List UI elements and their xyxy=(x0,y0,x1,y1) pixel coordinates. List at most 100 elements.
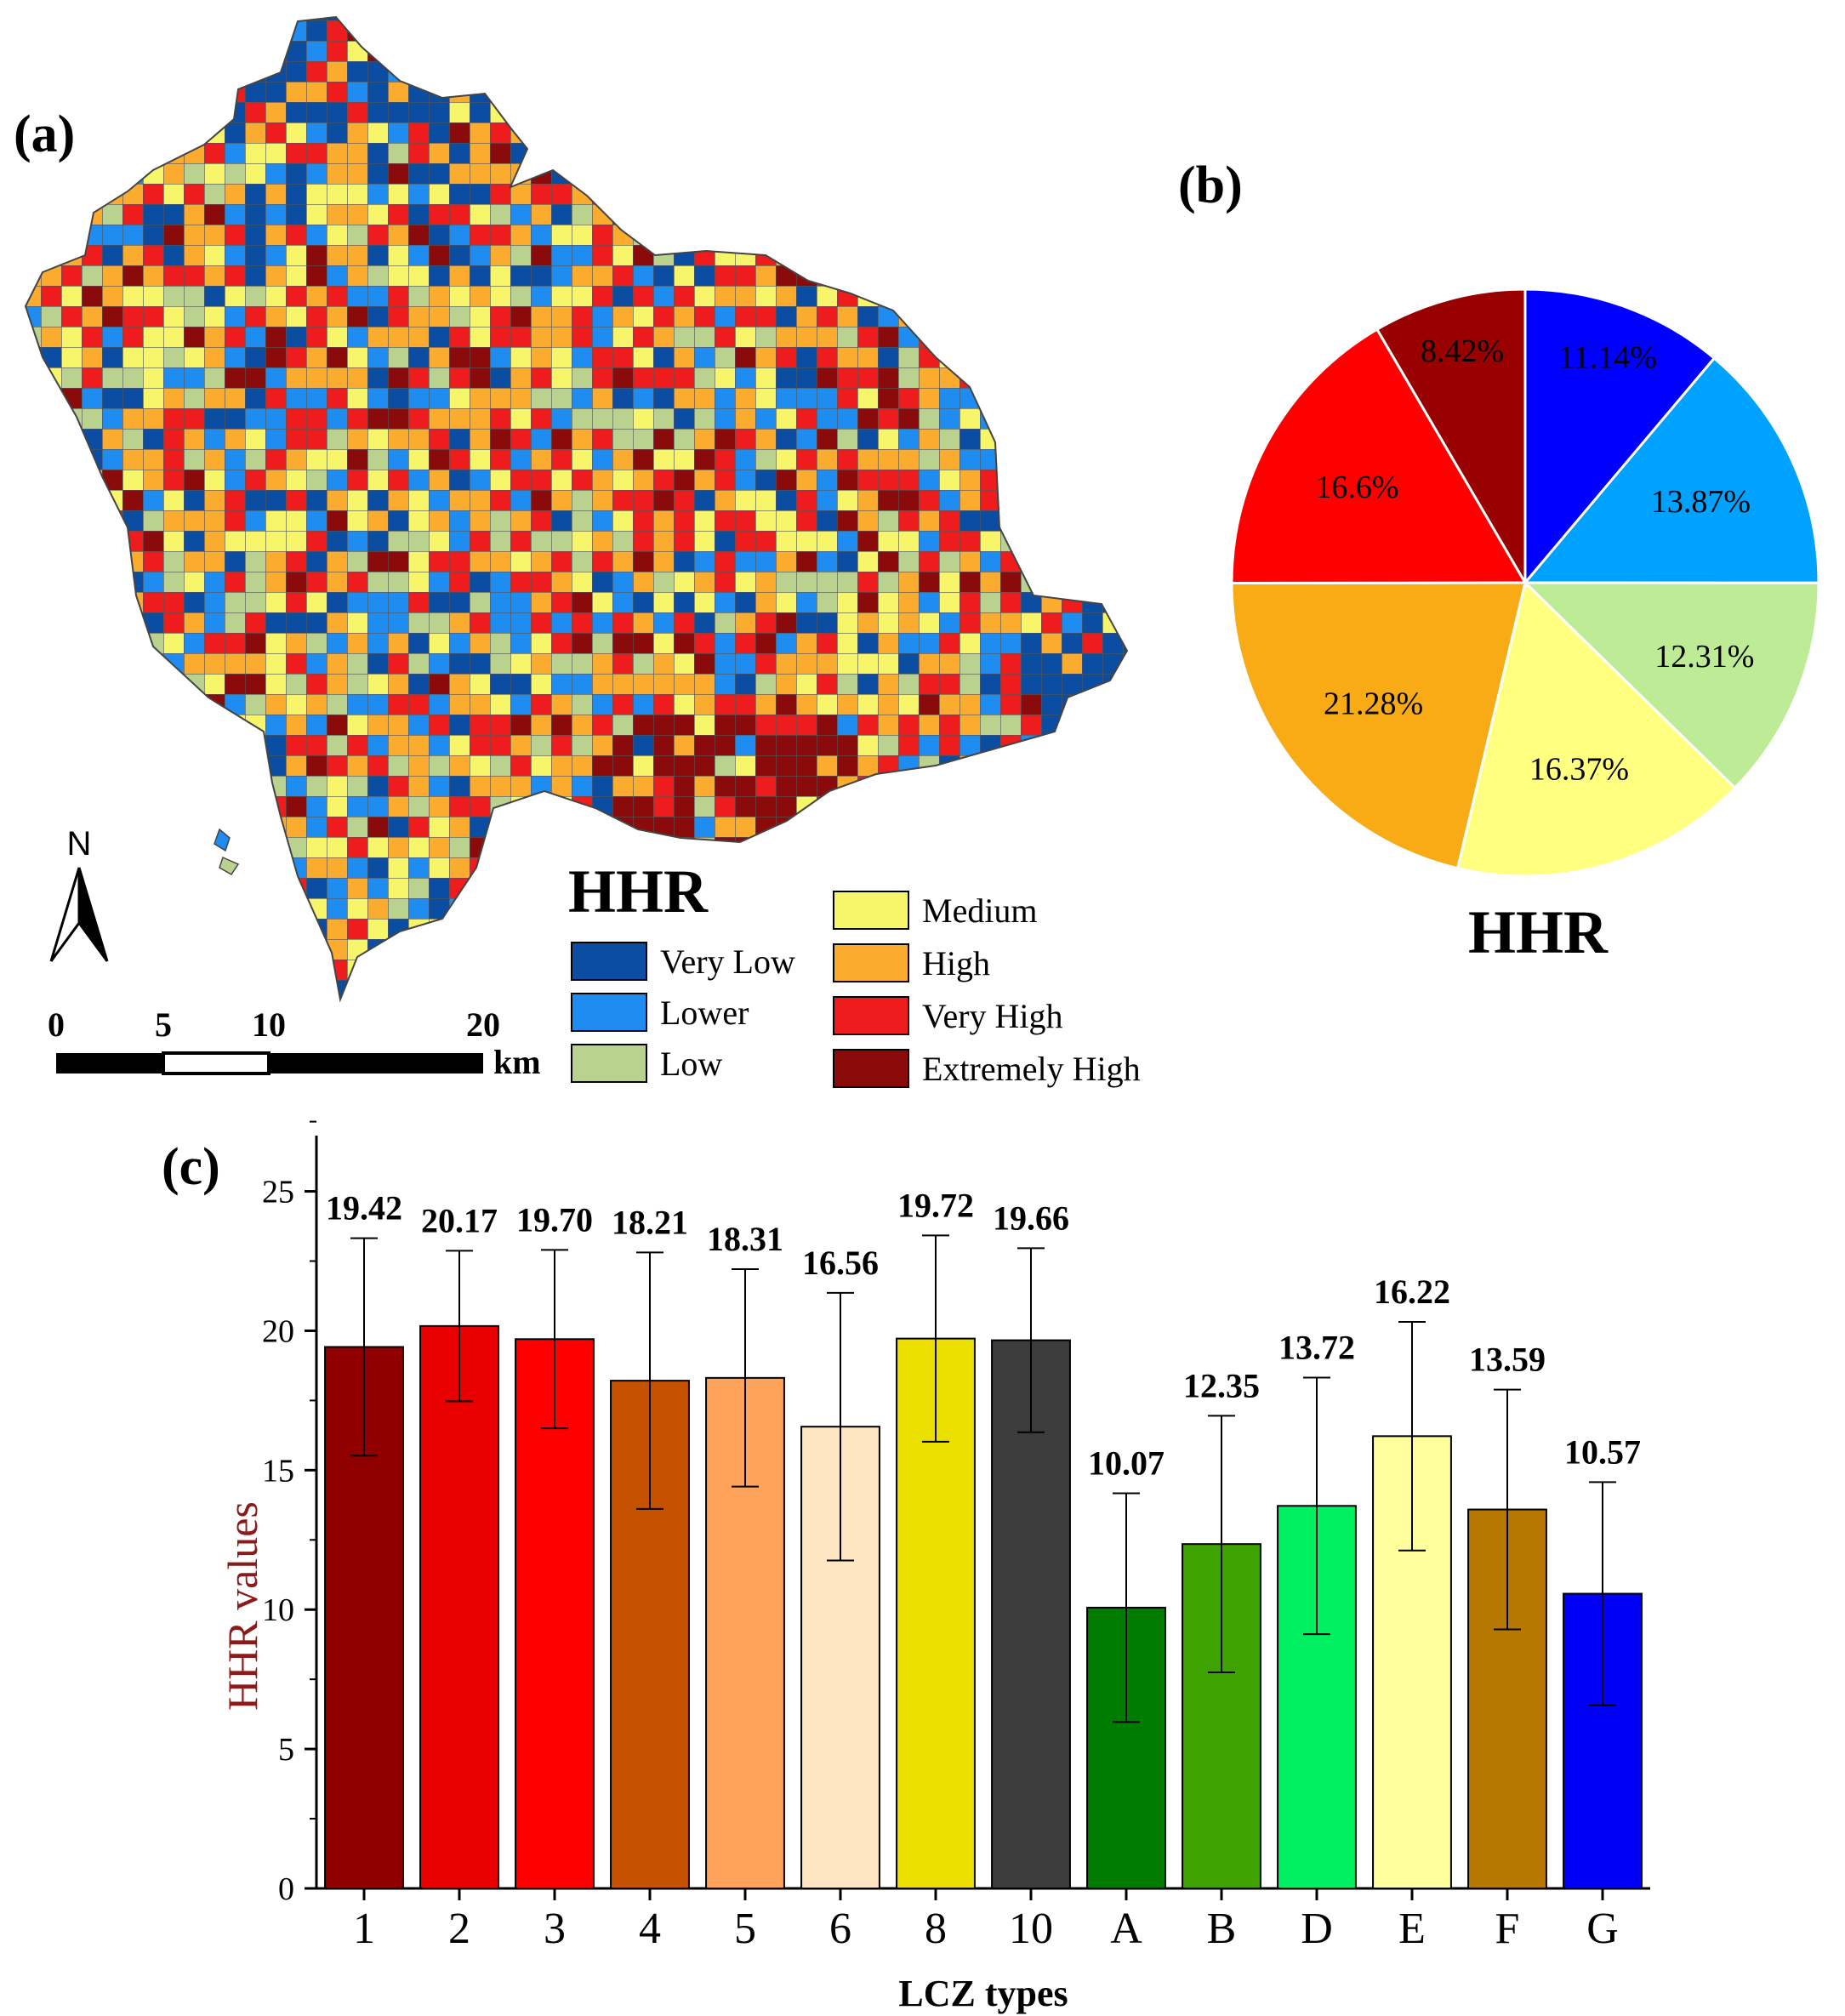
map-cell xyxy=(510,878,531,898)
map-cell xyxy=(510,41,531,61)
map-cell xyxy=(204,796,225,817)
map-cell xyxy=(204,878,225,898)
map-cell xyxy=(776,82,796,102)
map-cell xyxy=(1000,388,1021,408)
map-cell xyxy=(776,122,796,143)
map-cell xyxy=(1041,163,1062,184)
map-cell xyxy=(143,20,163,41)
map-cell xyxy=(1000,122,1021,143)
map-cell xyxy=(776,919,796,939)
map-cell xyxy=(143,122,163,143)
map-cell xyxy=(1123,388,1127,408)
bar-value-label-4: 18.21 xyxy=(612,1203,688,1241)
map-cell xyxy=(163,898,184,919)
map-cell xyxy=(612,61,633,82)
map-cell xyxy=(715,20,735,41)
map-cell xyxy=(1041,837,1062,857)
map-cell xyxy=(1062,245,1082,265)
map-cell xyxy=(1062,429,1082,449)
map-cell xyxy=(82,612,102,633)
map-cell xyxy=(1102,204,1123,225)
map-cell xyxy=(919,41,939,61)
map-cell xyxy=(878,796,898,817)
map-cell xyxy=(1000,265,1021,286)
map-cell xyxy=(122,20,143,41)
map-cell xyxy=(1102,17,1123,20)
map-cell xyxy=(102,20,122,41)
map-cell xyxy=(878,837,898,857)
map-cell xyxy=(490,919,510,939)
map-cell xyxy=(1062,715,1082,735)
map-cell xyxy=(1062,102,1082,122)
map-cell xyxy=(61,510,82,531)
map-cell xyxy=(286,919,306,939)
map-cell xyxy=(143,694,163,715)
map-cell xyxy=(1102,796,1123,817)
y-axis-label: HHR values xyxy=(219,1501,266,1711)
map-cell xyxy=(163,960,184,980)
map-cell xyxy=(204,82,225,102)
map-cell xyxy=(1082,184,1102,204)
map-cell xyxy=(0,960,20,980)
map-cell xyxy=(694,225,715,245)
map-cell xyxy=(26,184,41,204)
map-cell xyxy=(388,20,408,41)
map-cell xyxy=(184,960,204,980)
map-cell xyxy=(755,225,776,245)
map-cell xyxy=(878,817,898,837)
map-cell xyxy=(980,20,1000,41)
map-cell xyxy=(1082,878,1102,898)
map-cell xyxy=(490,980,510,999)
map-cell xyxy=(1123,367,1127,388)
map-cell xyxy=(837,102,857,122)
map-cell xyxy=(184,755,204,776)
map-cell xyxy=(61,82,82,102)
map-cell xyxy=(122,612,143,633)
map-cell xyxy=(82,41,102,61)
map-cell xyxy=(796,102,817,122)
map-cell xyxy=(102,17,122,20)
map-cell xyxy=(551,20,572,41)
map-cell xyxy=(1041,490,1062,510)
map-cell xyxy=(1102,102,1123,122)
map-cell xyxy=(674,41,694,61)
map-cell xyxy=(898,857,919,878)
bar-value-label-8: 19.72 xyxy=(897,1186,974,1224)
map-cell xyxy=(184,857,204,878)
map-cell xyxy=(735,143,755,163)
map-cell xyxy=(0,286,20,306)
map-cell xyxy=(817,225,837,245)
map-cell xyxy=(510,102,531,122)
map-cell xyxy=(1041,898,1062,919)
map-cell xyxy=(837,17,857,20)
map-cell xyxy=(82,17,102,20)
map-cell xyxy=(939,184,960,204)
map-cell xyxy=(1000,367,1021,388)
map-cell xyxy=(61,612,82,633)
map-cell xyxy=(612,184,633,204)
map-cell xyxy=(102,531,122,551)
map-cell xyxy=(776,980,796,999)
map-cell xyxy=(612,163,633,184)
map-cell xyxy=(1062,510,1082,531)
map-cell xyxy=(980,327,1000,347)
map-cell xyxy=(735,898,755,919)
map-cell xyxy=(163,715,184,735)
map-cell xyxy=(960,20,980,41)
map-cell xyxy=(919,143,939,163)
map-cell xyxy=(694,61,715,82)
pie-slice-label: 21.28% xyxy=(1324,686,1423,721)
map-cell xyxy=(41,429,61,449)
map-cell xyxy=(306,1000,327,1021)
map-cell xyxy=(857,184,878,204)
map-cell xyxy=(919,796,939,817)
map-cell xyxy=(592,817,612,837)
map-cell xyxy=(1102,817,1123,837)
map-cell xyxy=(551,122,572,143)
map-cell xyxy=(102,674,122,694)
map-cell xyxy=(1021,286,1041,306)
map-cell xyxy=(960,245,980,265)
map-cell xyxy=(26,490,41,510)
map-cell xyxy=(1082,347,1102,367)
map-cell xyxy=(41,82,61,102)
